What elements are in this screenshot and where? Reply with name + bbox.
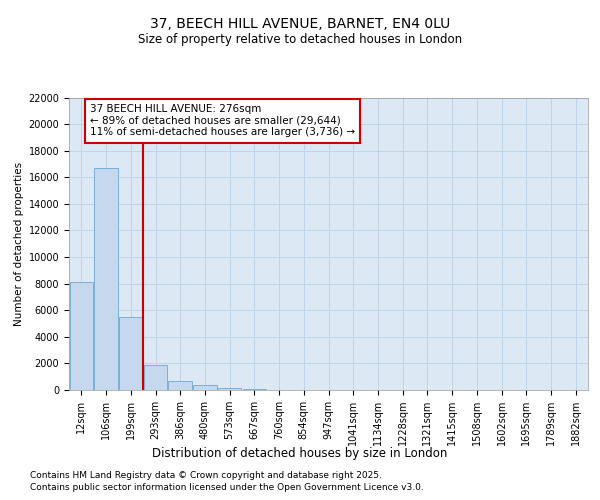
Text: Contains public sector information licensed under the Open Government Licence v3: Contains public sector information licen… <box>30 483 424 492</box>
Text: 37 BEECH HILL AVENUE: 276sqm
← 89% of detached houses are smaller (29,644)
11% o: 37 BEECH HILL AVENUE: 276sqm ← 89% of de… <box>90 104 355 138</box>
Bar <box>144 364 167 390</box>
Bar <box>193 386 217 390</box>
Bar <box>94 168 118 390</box>
Bar <box>218 388 241 390</box>
Bar <box>169 380 192 390</box>
Text: Size of property relative to detached houses in London: Size of property relative to detached ho… <box>138 32 462 46</box>
Bar <box>119 317 143 390</box>
Text: Contains HM Land Registry data © Crown copyright and database right 2025.: Contains HM Land Registry data © Crown c… <box>30 472 382 480</box>
Bar <box>70 282 93 390</box>
Y-axis label: Number of detached properties: Number of detached properties <box>14 162 24 326</box>
Text: Distribution of detached houses by size in London: Distribution of detached houses by size … <box>152 448 448 460</box>
Text: 37, BEECH HILL AVENUE, BARNET, EN4 0LU: 37, BEECH HILL AVENUE, BARNET, EN4 0LU <box>150 18 450 32</box>
